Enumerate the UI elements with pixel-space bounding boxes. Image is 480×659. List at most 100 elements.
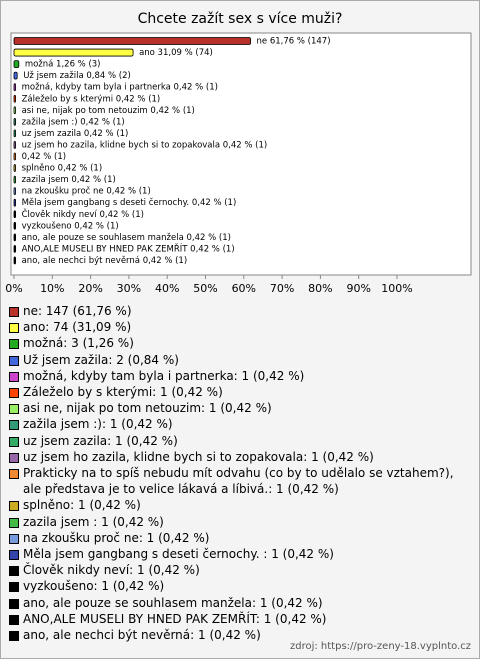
bar [13, 152, 17, 161]
plot-area [10, 32, 472, 276]
legend-label: Záleželo by s kterými: 1 (0,42 %) [23, 385, 223, 400]
x-tick-label: 80% [308, 282, 332, 295]
data-label: na zkoušku proč ne 0,42 % (1) [22, 186, 151, 197]
legend-item: vyzkoušeno: 1 (0,42 %) [9, 578, 471, 594]
data-label: Měla jsem gangbang s deseti černochy. 0,… [22, 197, 237, 208]
legend-item: možná: 3 (1,26 %) [9, 335, 471, 351]
x-tick-label: 90% [346, 282, 370, 295]
legend-label: vyzkoušeno: 1 (0,42 %) [23, 579, 165, 594]
data-label: Už jsem zažila 0,84 % (2) [23, 71, 131, 81]
x-tick-label: 40% [155, 282, 179, 295]
legend-swatch [9, 598, 19, 609]
legend-item: zažila jsem :): 1 (0,42 %) [9, 416, 471, 432]
legend-label: zazila jsem : 1 (0,42 %) [23, 514, 164, 529]
bar [13, 48, 134, 57]
legend-swatch [9, 550, 19, 561]
legend-swatch [9, 420, 19, 431]
data-label: 0,42 % (1) [22, 152, 66, 162]
legend-item: na zkoušku proč ne: 1 (0,42 %) [9, 530, 471, 546]
data-label: možná, kdyby tam byla i partnerka 0,42 %… [22, 83, 218, 93]
legend-label: možná, kdyby tam byla i partnerka: 1 (0,… [23, 368, 305, 383]
legend-swatch [9, 355, 19, 366]
bar [13, 210, 17, 219]
legend-item: splněno: 1 (0,42 %) [9, 497, 471, 513]
legend-item: ano: 74 (31,09 %) [9, 319, 471, 335]
legend-label: ano: 74 (31,09 %) [23, 320, 132, 335]
x-tick-label: 100% [381, 282, 412, 295]
legend-item: možná, kdyby tam byla i partnerka: 1 (0,… [9, 368, 471, 384]
legend-swatch [9, 452, 19, 463]
legend-item: ANO,ALE MUSELI BY HNED PAK ZEMŘÍT: 1 (0,… [9, 611, 471, 627]
x-tick-label: 10% [40, 282, 64, 295]
data-label: Člověk nikdy neví 0,42 % (1) [22, 208, 144, 220]
legend-item: Člověk nikdy neví: 1 (0,42 %) [9, 562, 471, 578]
x-tick-label: 60% [232, 282, 256, 295]
legend-item: asi ne, nijak po tom netouzim: 1 (0,42 %… [9, 400, 471, 416]
bar [13, 221, 17, 230]
legend-label: možná: 3 (1,26 %) [23, 336, 134, 351]
data-label: ano 31,09 % (74) [139, 48, 213, 58]
legend-swatch [9, 323, 19, 334]
bar [13, 60, 20, 68]
bar [13, 106, 17, 115]
bar [13, 83, 17, 92]
bar [13, 141, 17, 149]
data-label: zazila jsem 0,42 % (1) [22, 175, 116, 185]
bar [13, 94, 17, 103]
data-label: ne 61,76 % (147) [257, 37, 331, 47]
legend-label: ano, ale nechci být nevěrná: 1 (0,42 %) [23, 628, 261, 643]
x-tick-label: 20% [78, 282, 102, 295]
bar [13, 175, 17, 184]
data-label: možná 1,26 % (3) [25, 60, 101, 70]
legend-label: ano, ale pouze se souhlasem manžela: 1 (… [23, 595, 323, 610]
data-label: Záleželo by s kterými 0,42 % (1) [22, 94, 161, 104]
legend-item: uz jsem ho zazila, klidne bych si to zop… [9, 449, 471, 465]
data-label: ANO,ALE MUSELI BY HNED PAK ZEMŘÍT 0,42 %… [22, 242, 235, 254]
legend-label: Člověk nikdy neví: 1 (0,42 %) [23, 563, 200, 578]
legend-item: Měla jsem gangbang s deseti černochy. : … [9, 546, 471, 562]
x-tick-label: 30% [117, 282, 141, 295]
bar [13, 71, 18, 80]
legend-swatch [9, 501, 19, 512]
legend-swatch [9, 517, 19, 528]
bar [13, 187, 17, 196]
legend-label: splněno: 1 (0,42 %) [23, 498, 141, 513]
legend-label: zažila jsem :): 1 (0,42 %) [23, 417, 173, 432]
legend-swatch [9, 582, 19, 593]
legend-item: zazila jsem : 1 (0,42 %) [9, 514, 471, 530]
legend-label: Prakticky na to spíš nebudu mít odvahu (… [23, 466, 454, 497]
bar [13, 129, 17, 138]
legend-swatch [9, 436, 19, 447]
bar [13, 198, 17, 207]
x-tick-label: 50% [193, 282, 217, 295]
source: zdroj: https://pro-zeny-18.vyplnto.cz [289, 641, 471, 652]
data-label: asi ne, nijak po tom netouzim 0,42 % (1) [22, 106, 195, 116]
legend-item: ano, ale pouze se souhlasem manžela: 1 (… [9, 595, 471, 611]
legend: ne: 147 (61,76 %) ano: 74 (31,09 %) možná:… [9, 303, 471, 643]
legend-item: uz jsem zazila: 1 (0,42 %) [9, 433, 471, 449]
bar [13, 244, 17, 253]
x-tick-label: 70% [270, 282, 294, 295]
legend-item: Záleželo by s kterými: 1 (0,42 %) [9, 384, 471, 400]
legend-label: na zkoušku proč ne: 1 (0,42 %) [23, 530, 210, 545]
data-label: uz jsem ho zazila, klidne bych si to zop… [22, 140, 268, 150]
legend-swatch [9, 404, 19, 415]
legend-swatch [9, 614, 19, 625]
data-label: ano, ale pouze se souhlasem manžela 0,42… [22, 233, 231, 243]
bar [13, 164, 17, 172]
legend-swatch [9, 566, 19, 577]
legend-item: Už jsem zažila: 2 (0,84 %) [9, 352, 471, 368]
bar [13, 256, 17, 265]
legend-swatch [9, 307, 19, 317]
legend-swatch [9, 469, 19, 480]
legend-label: ne: 147 (61,76 %) [23, 304, 132, 318]
legend-swatch [9, 339, 19, 350]
legend-item: ne: 147 (61,76 %) [9, 303, 471, 319]
legend-swatch [9, 533, 19, 544]
x-tick-label: 0% [5, 282, 22, 295]
data-label: splněno 0,42 % (1) [22, 164, 103, 174]
legend-swatch [9, 631, 19, 642]
legend-item: ano, ale nechci být nevěrná: 1 (0,42 %) [9, 627, 471, 643]
legend-label: uz jsem zazila: 1 (0,42 %) [23, 433, 178, 448]
